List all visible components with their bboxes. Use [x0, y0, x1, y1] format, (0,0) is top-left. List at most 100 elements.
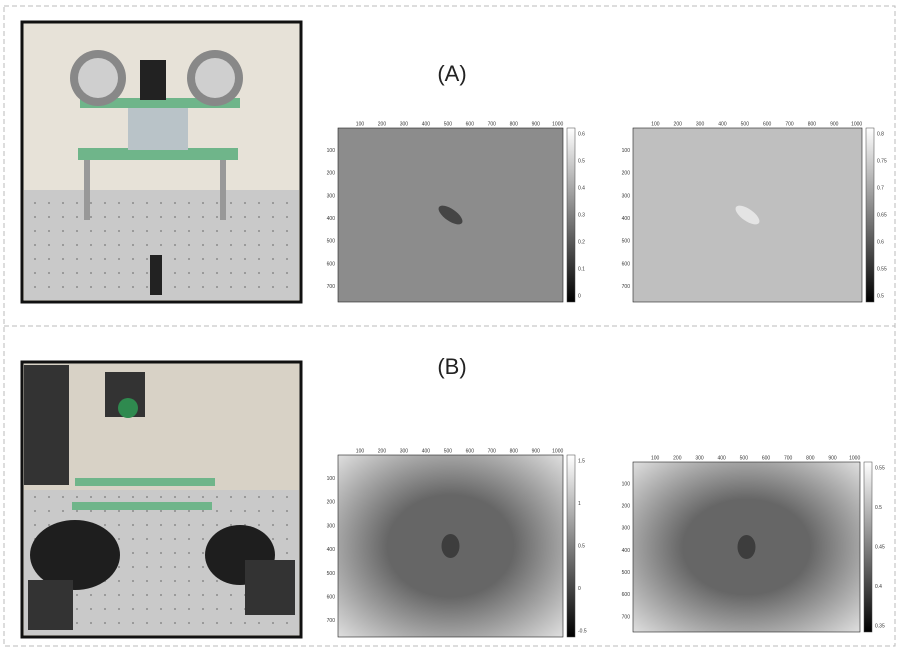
y-tick-label: 600: [327, 261, 336, 267]
x-tick-label: 800: [806, 455, 815, 461]
y-tick-label: 100: [622, 148, 631, 154]
y-tick-label: 300: [327, 193, 336, 199]
y-tick-label: 300: [327, 523, 336, 529]
y-tick-label: 300: [622, 193, 631, 199]
x-tick-label: 600: [763, 121, 772, 127]
colorbar-label: 0.5: [578, 543, 585, 549]
colorbar-label: 0: [578, 586, 581, 592]
x-tick-label: 800: [510, 448, 519, 454]
colorbar: [864, 462, 872, 632]
x-tick-label: 400: [422, 121, 431, 127]
photo-b: [22, 362, 301, 637]
y-tick-label: 400: [327, 547, 336, 553]
y-tick-label: 600: [327, 595, 336, 601]
photo-a: [22, 22, 301, 302]
y-tick-label: 700: [327, 618, 336, 624]
x-tick-label: 500: [741, 121, 750, 127]
x-tick-label: 500: [444, 121, 453, 127]
x-tick-label: 600: [466, 448, 475, 454]
colorbar-label: 0.6: [578, 131, 585, 137]
x-tick-label: 700: [785, 121, 794, 127]
colorbar-label: 0.4: [578, 185, 585, 191]
y-tick-label: 600: [622, 592, 631, 598]
x-tick-label: 900: [532, 121, 541, 127]
colorbar-label: 1.5: [578, 458, 585, 464]
section-label: (A): [437, 61, 466, 86]
x-tick-label: 200: [674, 121, 683, 127]
y-tick-label: 200: [327, 500, 336, 506]
x-tick-label: 600: [762, 455, 771, 461]
defect-spot: [738, 535, 756, 559]
x-tick-label: 200: [378, 121, 387, 127]
x-tick-label: 400: [718, 121, 727, 127]
colorbar-label: -0.5: [578, 628, 587, 634]
x-tick-label: 300: [696, 121, 705, 127]
x-tick-label: 100: [651, 121, 660, 127]
x-tick-label: 300: [400, 121, 409, 127]
colorbar-label: 0.8: [877, 131, 884, 137]
x-tick-label: 1000: [851, 121, 862, 127]
colorbar-label: 0.45: [875, 544, 885, 550]
colorbar-label: 0.1: [578, 266, 585, 272]
x-tick-label: 900: [830, 121, 839, 127]
y-tick-label: 700: [327, 284, 336, 290]
x-tick-label: 800: [510, 121, 519, 127]
x-tick-label: 900: [828, 455, 837, 461]
colorbar-label: 0.5: [578, 158, 585, 164]
colorbar-label: 0.5: [875, 505, 882, 511]
x-tick-label: 1000: [552, 121, 563, 127]
y-tick-label: 100: [327, 476, 336, 482]
colorbar: [866, 128, 874, 302]
y-tick-label: 100: [622, 481, 631, 487]
colorbar-label: 0.65: [877, 212, 887, 218]
colorbar-label: 0.2: [578, 239, 585, 245]
x-tick-label: 200: [378, 448, 387, 454]
y-tick-label: 400: [327, 216, 336, 222]
section-label: (B): [437, 354, 466, 379]
x-tick-label: 100: [651, 455, 660, 461]
x-tick-label: 600: [466, 121, 475, 127]
y-tick-label: 200: [622, 504, 631, 510]
x-tick-label: 100: [356, 121, 365, 127]
y-tick-label: 300: [622, 526, 631, 532]
y-tick-label: 700: [622, 284, 631, 290]
colorbar: [567, 128, 575, 302]
colorbar-label: 0.3: [578, 212, 585, 218]
x-tick-label: 300: [400, 448, 409, 454]
y-tick-label: 400: [622, 216, 631, 222]
colorbar-label: 0.55: [875, 465, 885, 471]
y-tick-label: 500: [622, 239, 631, 245]
x-tick-label: 1000: [849, 455, 860, 461]
x-tick-label: 900: [532, 448, 541, 454]
y-tick-label: 400: [622, 548, 631, 554]
x-tick-label: 500: [444, 448, 453, 454]
x-tick-label: 300: [695, 455, 704, 461]
x-tick-label: 200: [673, 455, 682, 461]
y-tick-label: 500: [622, 570, 631, 576]
colorbar-label: 0.5: [877, 293, 884, 299]
y-tick-label: 200: [327, 171, 336, 177]
y-tick-label: 100: [327, 148, 336, 154]
colorbar-label: 0.6: [877, 239, 884, 245]
colorbar-label: 0.4: [875, 584, 882, 590]
colorbar-label: 0.7: [877, 185, 884, 191]
y-tick-label: 700: [622, 614, 631, 620]
figure: (A)1002003004005006007008009001000100200…: [0, 0, 899, 651]
y-tick-label: 600: [622, 261, 631, 267]
x-tick-label: 800: [808, 121, 817, 127]
x-tick-label: 400: [422, 448, 431, 454]
x-tick-label: 700: [488, 121, 497, 127]
colorbar-label: 0.55: [877, 266, 887, 272]
x-tick-label: 500: [740, 455, 749, 461]
y-tick-label: 500: [327, 571, 336, 577]
x-tick-label: 400: [718, 455, 727, 461]
x-tick-label: 1000: [552, 448, 563, 454]
colorbar-label: 0.35: [875, 623, 885, 629]
x-tick-label: 700: [784, 455, 793, 461]
y-tick-label: 200: [622, 171, 631, 177]
y-tick-label: 500: [327, 239, 336, 245]
x-tick-label: 700: [488, 448, 497, 454]
colorbar-label: 0.75: [877, 158, 887, 164]
colorbar-label: 1: [578, 501, 581, 507]
colorbar-label: 0: [578, 293, 581, 299]
